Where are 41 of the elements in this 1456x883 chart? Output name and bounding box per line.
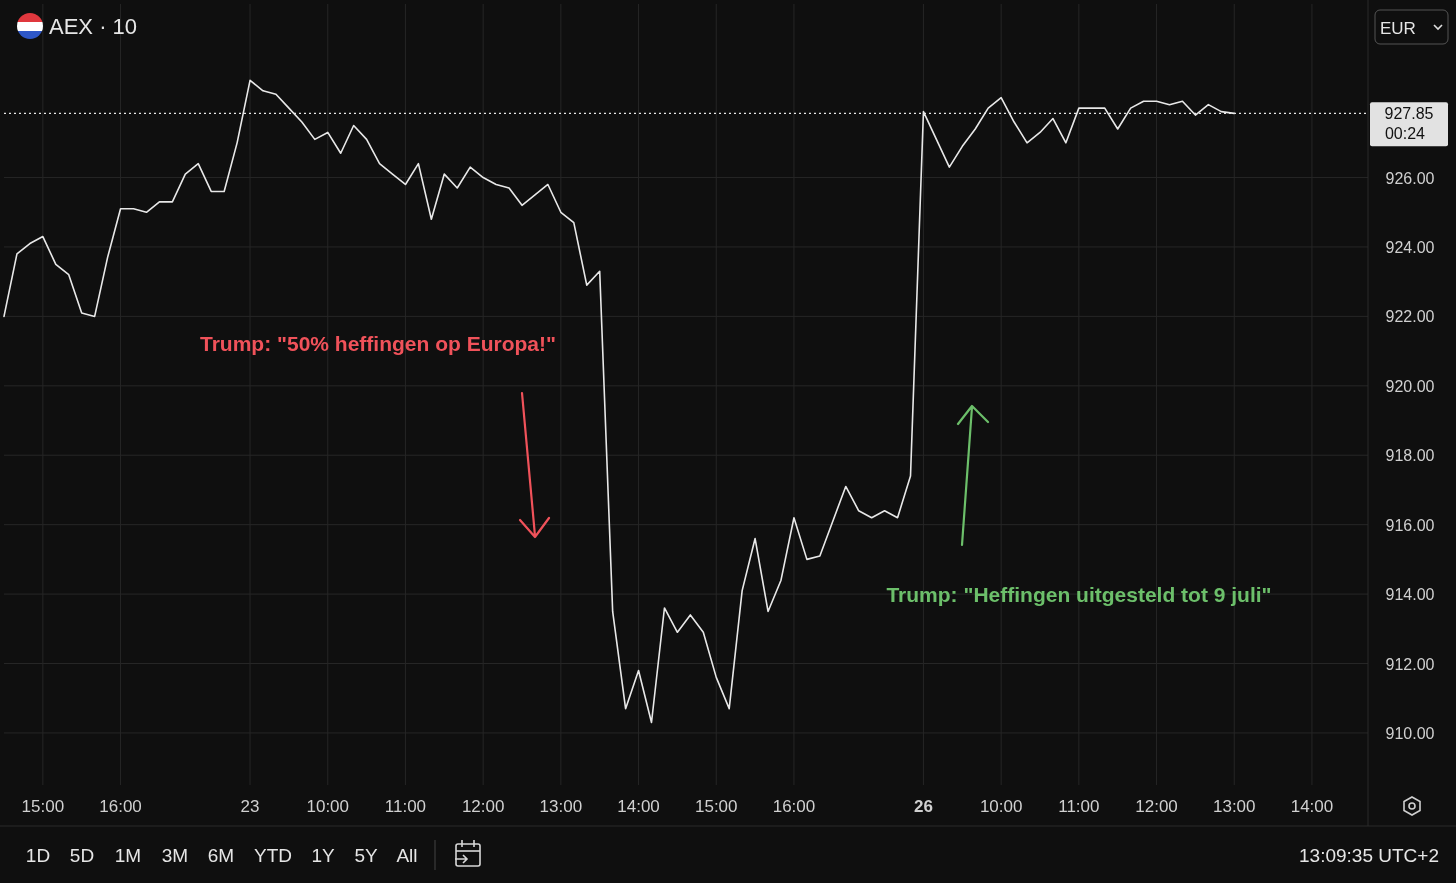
x-tick-label: 15:00 [21,797,65,816]
x-tick-label: 23 [240,797,260,816]
y-tick-label: 910.00 [1385,724,1435,742]
text: 6M [207,845,235,866]
y-tick-label: 912.00 [1385,655,1435,673]
x-tick-label: 11:00 [1058,797,1100,816]
x-tick-label: 16:00 [772,797,816,816]
x-tick-label: 10:00 [306,797,350,816]
y-tick-label: 926.00 [1385,169,1435,187]
y-tick-label: 914.00 [1385,586,1435,604]
x-tick-label: 16:00 [99,797,142,816]
x-tick-label: 14:00 [617,797,660,816]
text: 1D [25,845,51,866]
text: 3M [161,845,189,866]
y-tick-label: 920.00 [1385,377,1435,395]
x-tick-label: 12:00 [461,797,505,816]
text: All [396,845,418,866]
x-tick-label: 11:00 [384,797,427,816]
text: 00:24 [1384,125,1426,143]
text: AEX · 10 [49,14,138,39]
x-tick-label: 13:00 [539,797,583,816]
y-tick-label: 918.00 [1385,447,1435,465]
y-tick-label: 916.00 [1385,516,1435,534]
x-tick-label: 15:00 [694,797,738,816]
text: YTD [254,845,292,866]
x-tick-label: 14:00 [1290,797,1334,816]
text: EUR [1380,19,1416,38]
text: 1M [114,845,142,866]
text: 1Y [311,845,335,866]
x-tick-label: 13:00 [1212,797,1256,816]
text: 13:09:35 UTC+2 [1299,845,1439,866]
y-tick-label: 924.00 [1385,238,1435,256]
y-tick-label: 922.00 [1385,308,1435,326]
x-tick-label: 12:00 [1135,797,1178,816]
text: 5Y [354,845,378,866]
x-tick-label: 10:00 [979,797,1023,816]
text: 5D [69,845,95,866]
x-tick-label: 26 [913,797,933,816]
annotation: Trump: "50% heffingen op Europa!" [200,332,556,355]
ref-line-label: 927.85 [1384,105,1434,123]
annotation: Trump: "Heffingen uitgesteld tot 9 juli" [886,583,1272,606]
